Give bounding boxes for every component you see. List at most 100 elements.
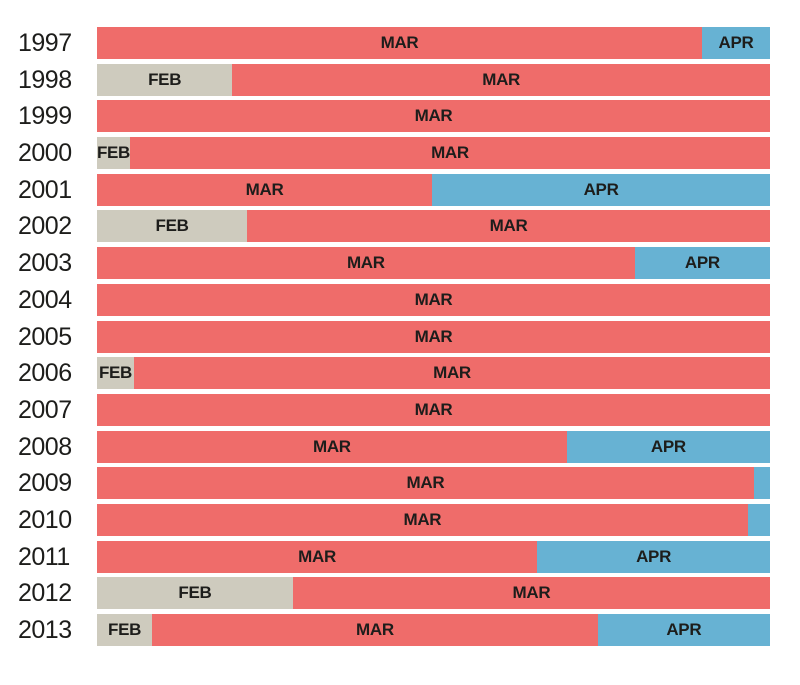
stacked-bar: MAR APR (97, 247, 770, 280)
segment-label: FEB (178, 583, 212, 603)
year-label: 2005 (18, 322, 72, 351)
chart-row: 2007 MAR (0, 393, 800, 426)
stacked-bar: MAR (97, 320, 770, 353)
segment-label: MAR (433, 363, 471, 383)
segment-label: APR (718, 33, 754, 52)
stacked-bar: FEB MAR (97, 577, 770, 610)
year-label: 2004 (18, 285, 72, 314)
segment-label: MAR (414, 106, 453, 126)
segment-label: APR (684, 253, 720, 273)
segment-apr (753, 467, 770, 500)
segment-label: FEB (96, 143, 131, 163)
segment-mar: MAR (97, 283, 770, 316)
chart-row: 1997 MAR APR (0, 27, 800, 59)
year-label: 2003 (18, 249, 72, 278)
segment-label: MAR (245, 179, 284, 199)
year-label: 2006 (18, 359, 72, 388)
segment-label: APR (583, 179, 619, 199)
segment-mar: MAR (97, 100, 770, 133)
year-label: 1998 (18, 65, 72, 94)
stacked-bar: FEB MAR (97, 357, 770, 390)
stacked-bar: FEB MAR (96, 137, 770, 170)
segment-label: MAR (312, 436, 351, 456)
chart-row: 2003 MAR APR (0, 247, 800, 280)
stacked-bar: MAR APR (97, 430, 770, 463)
segment-label: MAR (403, 509, 442, 529)
segment-apr: APR (702, 27, 770, 59)
segment-label: APR (666, 620, 702, 639)
segment-feb: FEB (96, 137, 131, 170)
chart-row: 2004 MAR (0, 283, 800, 316)
stacked-bar: FEB MAR (97, 63, 770, 96)
segment-mar: MAR (97, 467, 754, 500)
segment-feb: FEB (97, 614, 153, 646)
segment-feb: FEB (97, 357, 134, 390)
chart-row: 2002 FEB MAR (0, 210, 800, 243)
stacked-bar: MAR (97, 283, 770, 316)
segment-label: FEB (155, 216, 189, 236)
segment-feb: FEB (97, 210, 248, 243)
stacked-bar: MAR APR (97, 173, 770, 206)
chart-row: 2000 FEB MAR (0, 137, 800, 170)
segment-feb: FEB (97, 577, 293, 610)
segment-label: MAR (406, 473, 445, 493)
stacked-bar: MAR (97, 100, 770, 133)
segment-feb: FEB (97, 63, 233, 96)
segment-mar: MAR (292, 577, 770, 610)
segment-mar: MAR (97, 247, 635, 280)
segment-label: MAR (298, 546, 336, 566)
segment-mar: MAR (247, 210, 770, 243)
chart-row: 2010 MAR (0, 503, 800, 536)
year-label: 2009 (18, 469, 72, 498)
segment-label: APR (650, 436, 686, 456)
year-label: 1999 (18, 102, 72, 131)
year-label: 2000 (18, 139, 72, 168)
stacked-bar: MAR (97, 393, 770, 426)
year-label: 1997 (18, 29, 72, 57)
year-label: 2007 (18, 395, 72, 424)
segment-label: MAR (414, 326, 453, 346)
segment-mar: MAR (97, 503, 748, 536)
chart-row: 2006 FEB MAR (0, 357, 800, 390)
year-label: 2013 (18, 616, 72, 644)
segment-mar: MAR (97, 27, 703, 59)
segment-apr: APR (597, 614, 770, 646)
chart-row: 2008 MAR APR (0, 430, 800, 463)
stacked-bar: MAR (97, 467, 770, 500)
segment-label: MAR (489, 216, 528, 236)
ice-out-month-stacked-bar-chart: 1997 MAR APR 1998 FEB MAR 1999 MAR 2000 FEB MAR 200… (0, 27, 800, 646)
segment-mar: MAR (97, 540, 538, 573)
segment-label: MAR (380, 33, 419, 52)
year-label: 2002 (18, 212, 72, 241)
segment-mar: MAR (97, 430, 567, 463)
year-label: 2001 (18, 175, 72, 204)
chart-row: 2011 MAR APR (0, 540, 800, 573)
segment-apr: APR (537, 540, 770, 573)
year-label: 2011 (18, 542, 70, 571)
chart-row: 2013 FEB MAR APR (0, 614, 800, 646)
segment-label: FEB (148, 69, 182, 89)
chart-row: 2001 MAR APR (0, 173, 800, 206)
segment-mar: MAR (97, 320, 770, 353)
chart-row: 1998 FEB MAR (0, 63, 800, 96)
segment-label: MAR (512, 583, 551, 603)
segment-mar: MAR (152, 614, 598, 646)
stacked-bar: FEB MAR (97, 210, 770, 243)
stacked-bar: MAR APR (97, 540, 770, 573)
stacked-bar: MAR APR (97, 27, 770, 59)
chart-row: 2009 MAR (0, 467, 800, 500)
year-label: 2008 (18, 432, 72, 461)
segment-label: APR (636, 546, 672, 566)
segment-apr: APR (634, 247, 770, 280)
segment-mar: MAR (97, 393, 770, 426)
segment-apr (747, 503, 770, 536)
segment-label: FEB (108, 620, 142, 639)
year-label: 2012 (18, 579, 72, 608)
segment-label: MAR (414, 399, 453, 419)
segment-apr: APR (566, 430, 770, 463)
stacked-bar: FEB MAR APR (97, 614, 770, 646)
segment-label: MAR (356, 620, 394, 639)
segment-label: FEB (98, 363, 133, 383)
segment-label: MAR (482, 69, 521, 89)
segment-label: MAR (431, 143, 469, 163)
